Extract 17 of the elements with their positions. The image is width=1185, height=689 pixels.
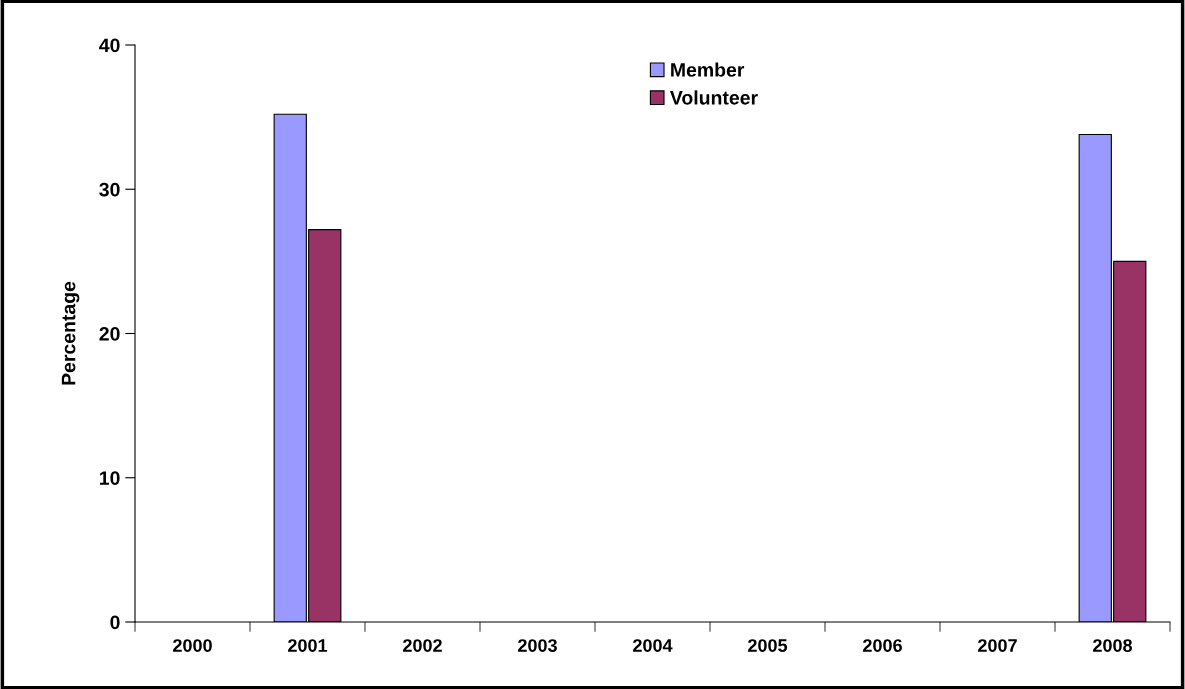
legend-label: Volunteer [669, 90, 758, 105]
legend-label: Member [671, 62, 745, 77]
x-tick-label: 2008 [1093, 639, 1133, 652]
y-tick-label: 40 [99, 38, 120, 53]
x-tick-label: 2007 [978, 639, 1017, 652]
y-tick-label: 30 [99, 182, 120, 197]
x-tick-label: 2004 [633, 639, 673, 652]
y-tick-label: 0 [110, 615, 120, 630]
x-tick-label: 2003 [518, 639, 557, 652]
y-tick-label: 20 [99, 326, 120, 341]
x-tick-label: 2001 [288, 639, 328, 652]
x-tick-label: 2006 [863, 639, 902, 652]
x-tick-label: 2002 [403, 639, 442, 652]
y-tick-label: 10 [100, 471, 120, 485]
x-tick-label: 2000 [173, 639, 212, 652]
y-axis-title: Percentage [61, 281, 80, 385]
x-tick-label: 2005 [748, 639, 788, 652]
